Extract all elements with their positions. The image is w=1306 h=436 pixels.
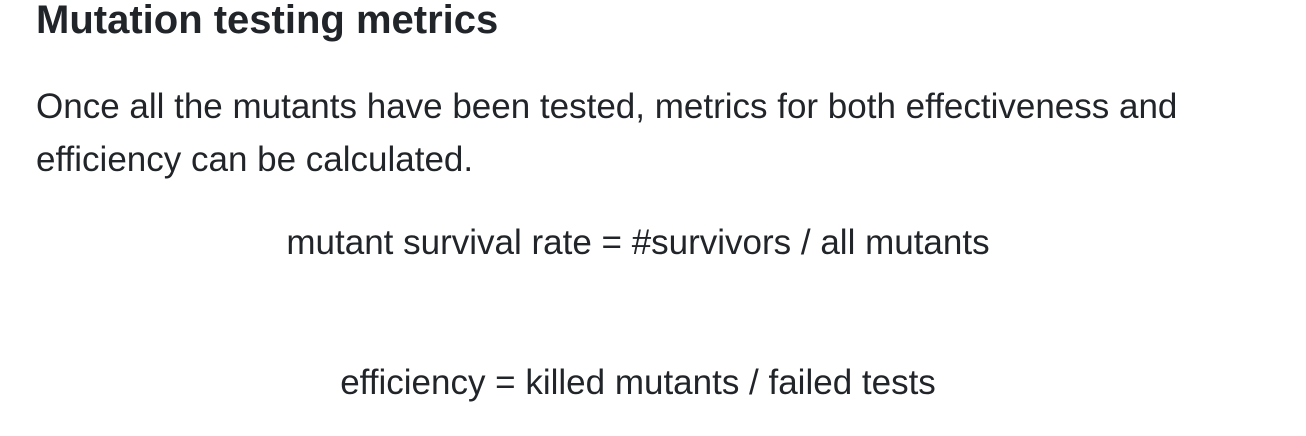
formula-efficiency: efficiency = killed mutants / failed tes… xyxy=(340,363,936,402)
formula-mutant-survival-rate: mutant survival rate = #survivors / all … xyxy=(286,223,990,262)
section-heading: Mutation testing metrics xyxy=(36,0,499,42)
intro-paragraph: Once all the mutants have been tested, m… xyxy=(36,87,1178,179)
